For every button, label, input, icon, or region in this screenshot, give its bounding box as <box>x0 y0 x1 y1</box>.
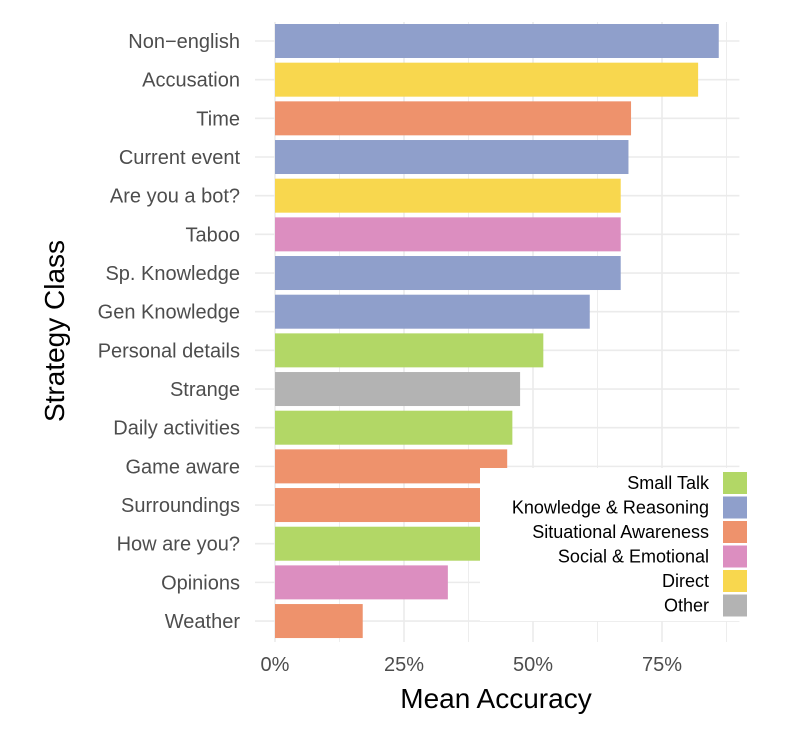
y-tick-label: Accusation <box>142 70 240 92</box>
legend-key-situational-awareness <box>723 521 747 543</box>
x-tick-label: 75% <box>642 654 682 676</box>
bar-current-event <box>275 140 629 175</box>
bars <box>275 24 719 639</box>
x-tick-label: 25% <box>384 654 424 676</box>
legend-label: Social & Emotional <box>558 547 709 567</box>
bar-taboo <box>275 217 621 252</box>
legend-label: Small Talk <box>627 473 710 493</box>
bar-gen-knowledge <box>275 294 590 329</box>
legend: Small Talk Knowledge & Reasoning Situation… <box>480 468 756 621</box>
y-tick-label: Game aware <box>126 456 241 478</box>
legend-key-other <box>723 594 747 617</box>
x-tick-labels: 0% 25% 50% 75% <box>261 654 683 676</box>
legend-background <box>480 468 756 621</box>
y-tick-label: Are you a bot? <box>110 186 240 208</box>
bar-accusation <box>275 62 699 97</box>
legend-label: Knowledge & Reasoning <box>512 498 709 518</box>
y-tick-labels: Non−english Accusation Time Current event Ar… <box>98 31 241 633</box>
bar-personal-details <box>275 333 544 368</box>
bar-daily-activities <box>275 410 513 445</box>
bar-opinions <box>275 565 448 600</box>
y-axis-title: Strategy Class <box>39 240 70 422</box>
y-tick-label: Strange <box>170 379 240 401</box>
y-tick-label: Daily activities <box>113 418 240 440</box>
bar-sp-knowledge <box>275 256 621 291</box>
bar-are-you-a-bot <box>275 178 621 213</box>
y-tick-label: Taboo <box>186 224 241 246</box>
bar-strange <box>275 372 521 407</box>
x-tick-label: 50% <box>513 654 553 676</box>
y-tick-label: Personal details <box>98 340 240 362</box>
bar-weather <box>275 604 363 639</box>
legend-label: Situational Awareness <box>532 522 709 542</box>
y-tick-label: Opinions <box>161 572 240 594</box>
x-axis-title: Mean Accuracy <box>400 683 591 714</box>
x-tick-label: 0% <box>261 654 290 676</box>
legend-label: Other <box>664 596 709 616</box>
bar-non-english <box>275 24 719 58</box>
legend-label: Direct <box>662 571 709 591</box>
bar-game-aware <box>275 449 508 484</box>
bar-surroundings <box>275 488 482 523</box>
bar-how-are-you <box>275 526 482 561</box>
y-tick-label: How are you? <box>117 534 240 556</box>
bar-time <box>275 101 632 136</box>
y-tick-label: Time <box>196 108 240 130</box>
legend-key-knowledge-reasoning <box>723 496 747 519</box>
legend-key-small-talk <box>723 472 747 494</box>
legend-key-social-emotional <box>723 545 747 568</box>
legend-key-direct <box>723 570 747 592</box>
y-tick-label: Weather <box>165 611 241 633</box>
y-tick-label: Current event <box>119 147 241 169</box>
y-tick-label: Surroundings <box>121 495 240 517</box>
y-tick-label: Non−english <box>128 31 240 53</box>
y-tick-label: Gen Knowledge <box>98 302 240 324</box>
y-tick-label: Sp. Knowledge <box>105 263 240 285</box>
